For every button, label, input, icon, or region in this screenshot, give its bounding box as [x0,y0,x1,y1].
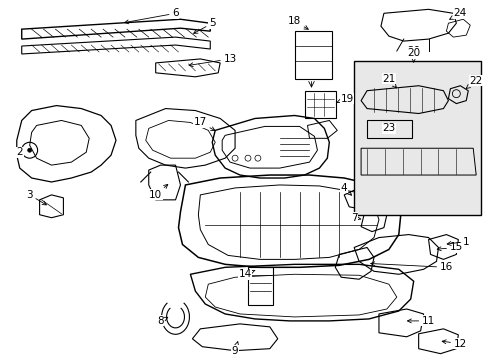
Text: 5: 5 [193,18,215,33]
Text: 19: 19 [336,94,353,104]
Bar [304,91,336,118]
Text: 20: 20 [407,48,419,62]
Text: 16: 16 [370,262,452,272]
Text: 15: 15 [436,243,462,252]
Text: 8: 8 [157,316,167,326]
Text: 6: 6 [124,8,179,24]
Text: 11: 11 [407,316,434,326]
Text: 20: 20 [407,46,419,56]
Text: 3: 3 [26,190,46,205]
Text: 14: 14 [238,269,254,279]
Text: 4: 4 [340,183,351,195]
Text: 7: 7 [350,213,360,223]
Bar [366,121,411,138]
Text: 1: 1 [446,237,468,247]
Bar [353,61,480,215]
Text: 9: 9 [231,342,238,356]
Text: 24: 24 [449,8,466,19]
Text: 23: 23 [382,123,395,134]
Circle shape [28,148,32,152]
Bar [294,31,332,79]
Text: 10: 10 [149,184,167,200]
Text: 13: 13 [189,54,236,67]
Text: 22: 22 [465,76,482,89]
Bar [247,267,272,305]
Text: 18: 18 [287,16,307,29]
Text: 2: 2 [17,147,23,157]
Text: 12: 12 [441,339,466,349]
Text: 17: 17 [193,117,215,131]
Text: 21: 21 [382,74,396,88]
